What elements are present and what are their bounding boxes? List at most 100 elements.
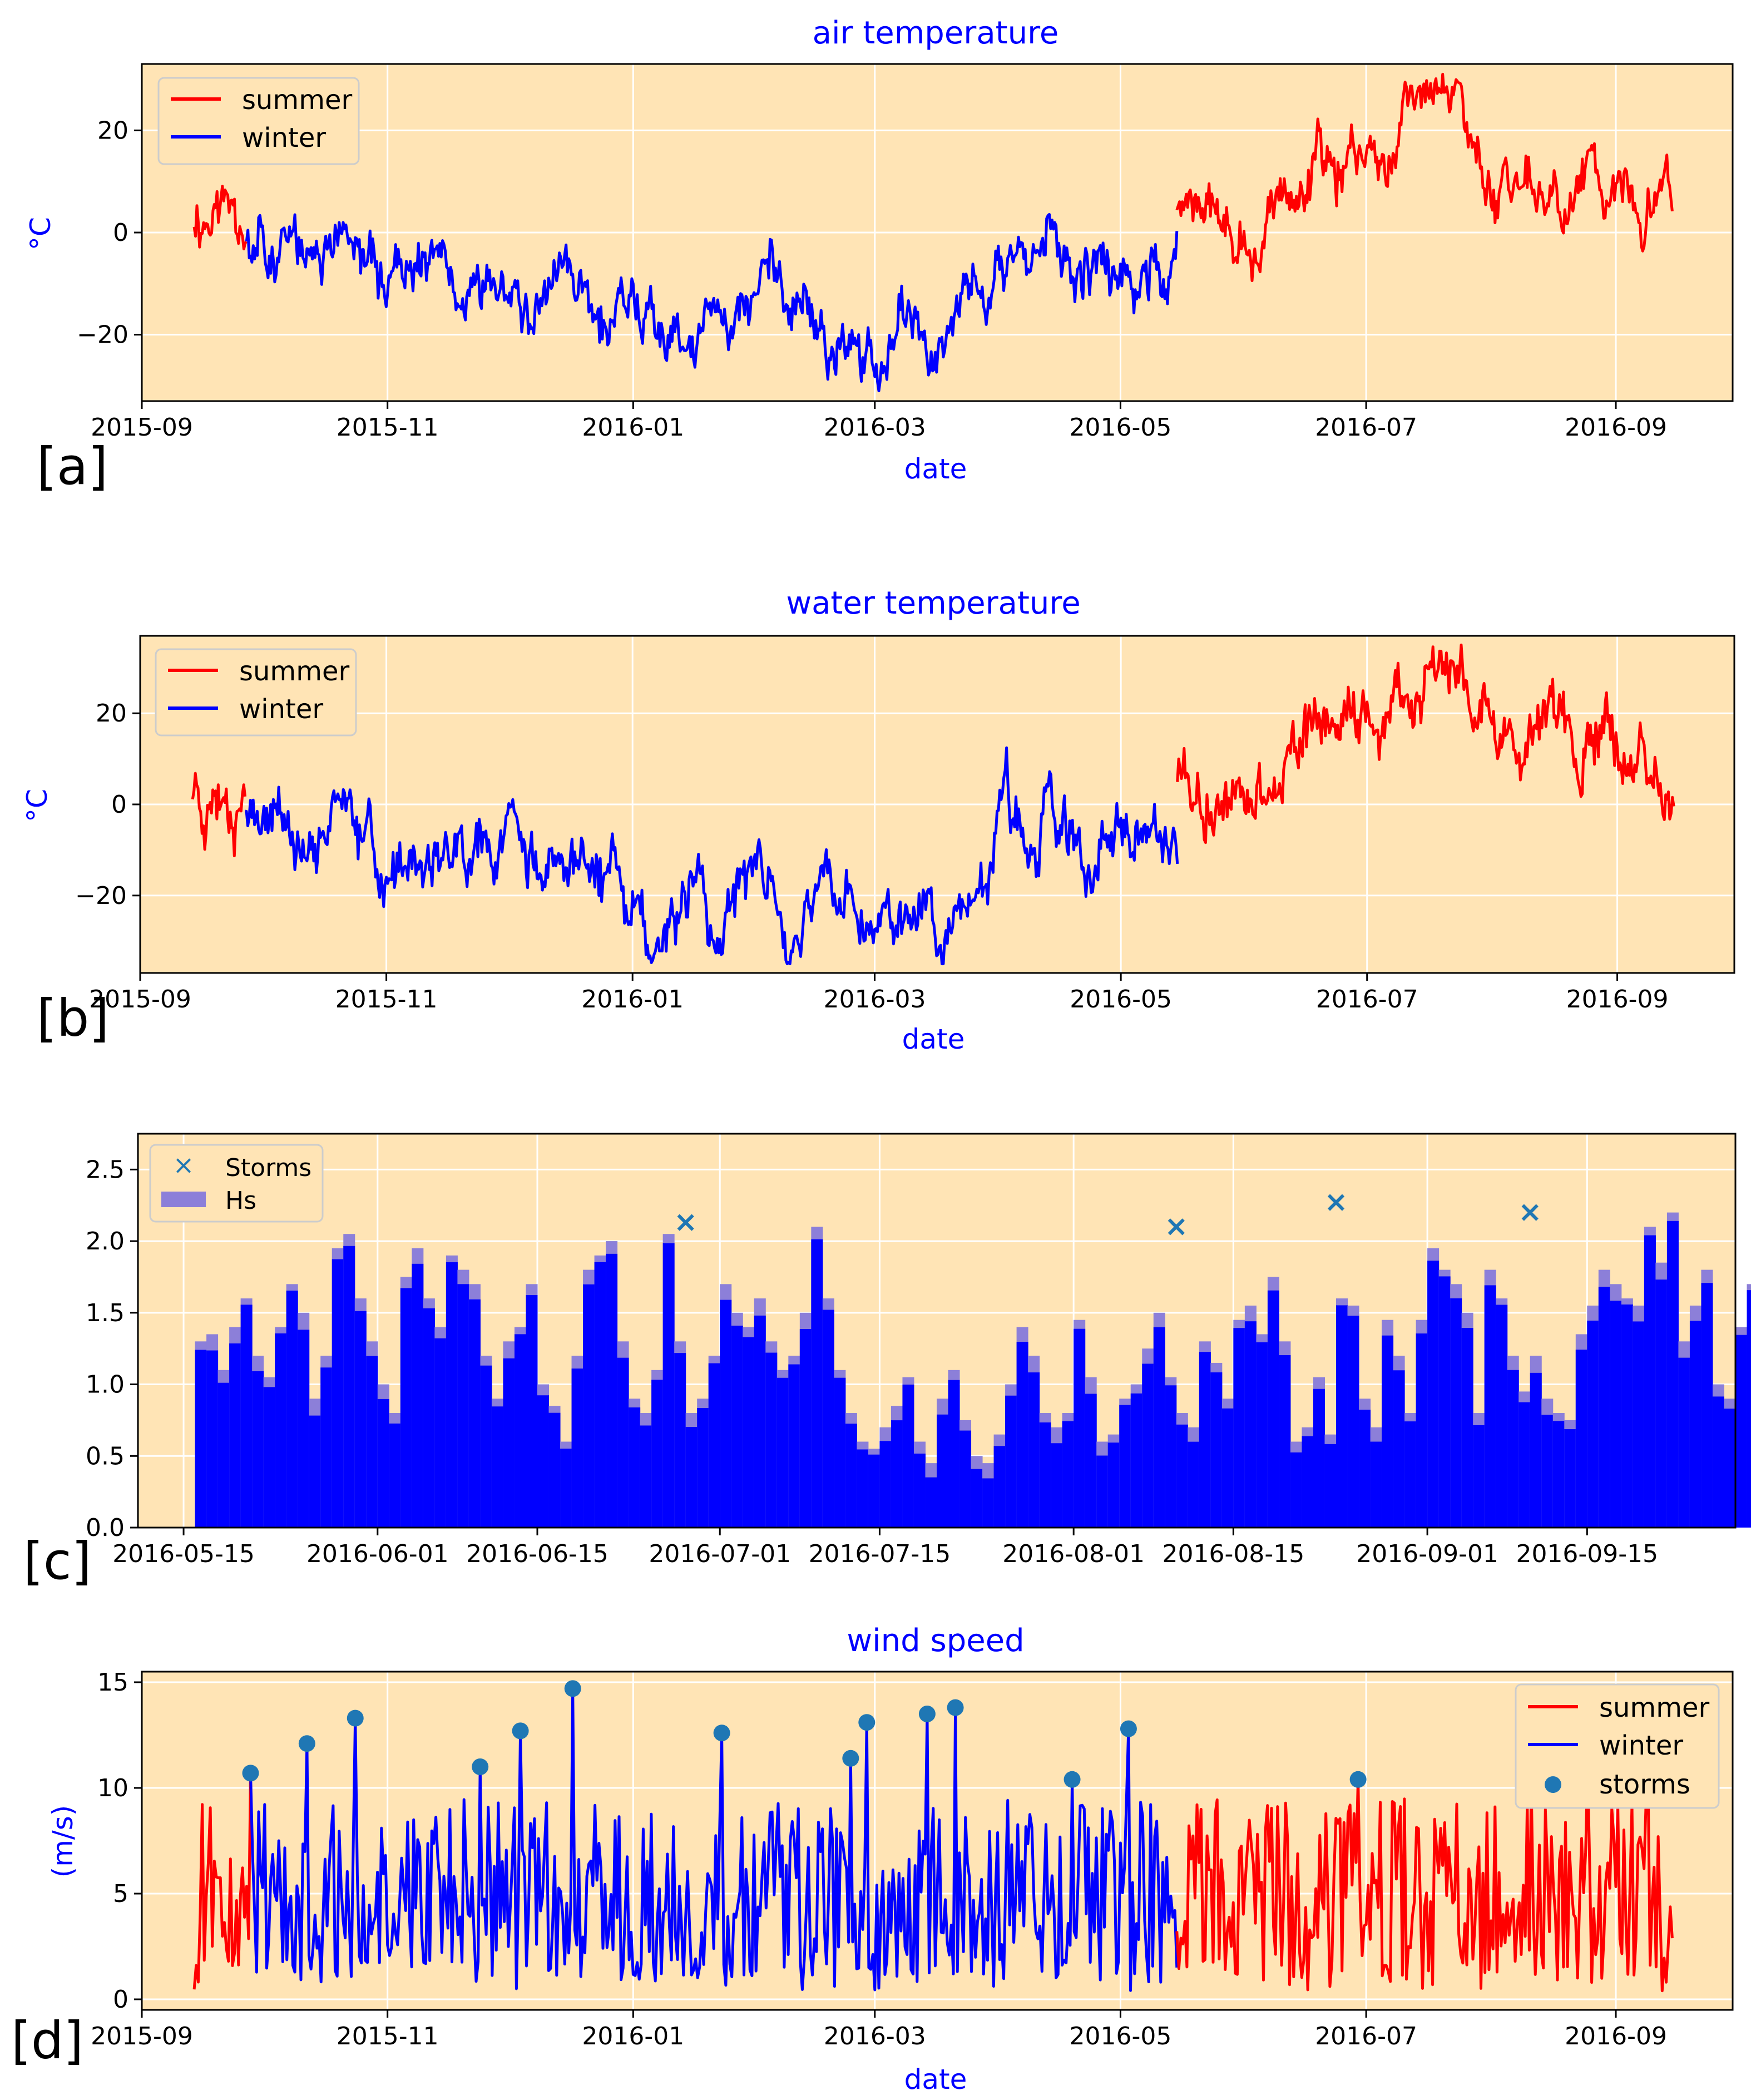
legend-summer-label: summer — [242, 85, 352, 116]
hs-bar — [1039, 1422, 1051, 1528]
hs-bar — [799, 1329, 812, 1528]
storm-point — [242, 1765, 259, 1782]
storm-point — [512, 1722, 529, 1740]
hs-bar — [1130, 1393, 1142, 1528]
hs-bar — [1416, 1333, 1428, 1528]
hs-bar — [1210, 1372, 1223, 1528]
hs-bar — [765, 1352, 778, 1528]
hs-bar — [925, 1477, 937, 1528]
y-tick-label: 1.5 — [86, 1299, 125, 1327]
hs-bar — [1302, 1436, 1314, 1528]
hs-bar — [651, 1380, 664, 1528]
hs-bar — [834, 1377, 846, 1528]
legend-winter-label: winter — [242, 122, 326, 154]
hs-bar — [937, 1414, 949, 1528]
hs-bar — [731, 1326, 743, 1528]
hs-bar — [1724, 1409, 1736, 1528]
x-tick-label: 2016-01 — [582, 413, 684, 442]
axes: 2015-09 2015-11 2016-01 2016-03 2016-05 2016-… — [77, 116, 1667, 442]
hs-bar — [468, 1299, 481, 1528]
hs-bar — [913, 1454, 926, 1528]
legend-winter-label: winter — [1599, 1730, 1683, 1761]
x-tick-label: 2016-09-15 — [1516, 1540, 1658, 1568]
hs-bar — [1393, 1370, 1405, 1528]
hs-bar — [1507, 1370, 1519, 1528]
hs-bar — [606, 1253, 618, 1528]
y-tick-label: 20 — [96, 699, 127, 728]
y-axis-label: (m/s) — [47, 1805, 79, 1878]
hs-bar — [708, 1363, 720, 1528]
hs-bar — [1028, 1372, 1040, 1528]
hs-bar — [1564, 1429, 1576, 1528]
hs-bar — [480, 1365, 492, 1528]
y-tick-label: 15 — [97, 1668, 128, 1697]
legend-hs-label: Hs — [225, 1187, 256, 1215]
hs-bar — [879, 1441, 892, 1528]
hs-bar — [1530, 1372, 1542, 1528]
hs-bar — [1176, 1424, 1188, 1528]
hs-bar — [583, 1284, 595, 1528]
legend-summer-label: summer — [239, 656, 349, 687]
hs-bar — [1633, 1321, 1645, 1528]
hs-bar — [1404, 1421, 1417, 1528]
hs-bar — [252, 1371, 264, 1528]
hs-bar — [743, 1337, 755, 1528]
x-tick-label: 2016-03 — [824, 985, 926, 1014]
hs-bar — [959, 1430, 972, 1528]
legend-winter-label: winter — [239, 694, 323, 725]
x-tick-label: 2016-05 — [1070, 2022, 1172, 2050]
x-tick-label: 2016-07 — [1315, 413, 1417, 442]
y-tick-label: 20 — [97, 116, 128, 145]
panel-label: [a] — [37, 437, 108, 496]
hs-bar — [240, 1305, 253, 1528]
y-tick-label: 0 — [111, 790, 127, 819]
hs-bar — [1541, 1415, 1554, 1528]
x-tick-label: 2016-09 — [1565, 413, 1667, 442]
series-line-summer — [191, 772, 247, 857]
x-tick-label: 2016-09-01 — [1356, 1540, 1498, 1568]
hs-bar — [571, 1368, 583, 1528]
hs-bar — [1279, 1355, 1291, 1528]
axes: 2015-09 2015-11 2016-01 2016-03 2016-05 2016-… — [75, 699, 1668, 1014]
hs-bar — [1347, 1316, 1359, 1528]
hs-bar — [1655, 1279, 1668, 1528]
x-tick-label: 2016-05 — [1070, 413, 1172, 442]
hs-bar — [195, 1350, 207, 1528]
hs-bar — [1644, 1235, 1656, 1528]
hs-bar — [1575, 1350, 1587, 1528]
y-tick-label: −20 — [77, 321, 128, 349]
hs-bar — [1062, 1421, 1074, 1528]
hs-bar — [948, 1380, 960, 1528]
legend: summer winter — [155, 648, 357, 737]
plot-frame — [141, 1671, 1734, 2011]
hs-bar — [1370, 1441, 1382, 1528]
hs-bar — [640, 1425, 652, 1528]
hs-bar — [720, 1299, 732, 1528]
x-tick-label: 2016-06-15 — [466, 1540, 609, 1568]
legend: summer winter — [157, 77, 360, 165]
hs-bar — [1324, 1444, 1337, 1528]
hs-bar — [1747, 1290, 1751, 1528]
hs-bar — [1267, 1290, 1279, 1528]
x-tick-label: 2016-09 — [1566, 985, 1669, 1014]
hs-bar — [1142, 1363, 1154, 1528]
x-tick-label: 2015-11 — [335, 985, 438, 1014]
chart-title: water temperature — [786, 585, 1080, 621]
storm-point — [842, 1750, 859, 1767]
storm-point — [1064, 1771, 1081, 1788]
hs-bar — [309, 1415, 321, 1528]
hs-bar — [354, 1311, 367, 1528]
hs-bar — [1256, 1342, 1268, 1528]
axes: 2015-09 2015-11 2016-01 2016-03 2016-05 2016-… — [91, 1668, 1667, 2050]
hs-bar — [1678, 1357, 1690, 1528]
hs-bar — [1107, 1442, 1120, 1528]
hs-bar — [857, 1449, 869, 1528]
y-tick-label: 0.5 — [86, 1442, 125, 1470]
hs-bar — [1610, 1301, 1622, 1528]
x-tick-label: 2016-03 — [824, 413, 926, 442]
series-line-winter — [249, 1687, 1179, 1992]
storm-point — [1120, 1720, 1137, 1737]
series-line-summer — [192, 185, 248, 251]
hs-bar — [822, 1310, 834, 1528]
